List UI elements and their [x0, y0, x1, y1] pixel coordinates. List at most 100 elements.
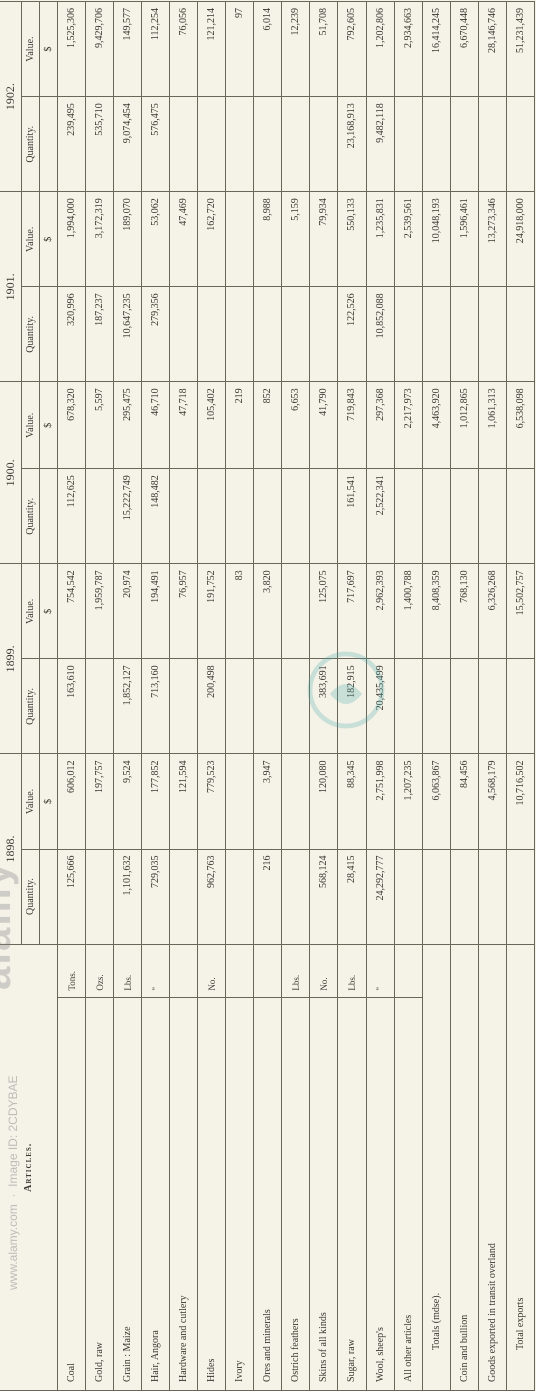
- subtotal-row: Coin and bullion84,456768,1301,012,8651,…: [450, 2, 478, 1391]
- qty-1898: 216: [254, 849, 282, 944]
- val-1900: 6,653: [282, 382, 310, 469]
- qty-1902: 9,074,454: [114, 97, 142, 192]
- unit-label: Lbs.: [338, 944, 366, 997]
- blank: [506, 659, 534, 754]
- val-1902: 792,605: [338, 2, 366, 97]
- qty-1899: 200,498: [198, 659, 226, 754]
- val-header: Value.: [22, 192, 40, 287]
- blank: [478, 659, 506, 754]
- val-1901: 1,994,000: [58, 192, 86, 287]
- qty-1898: [226, 849, 254, 944]
- qty-1898: 24,292,777: [366, 849, 394, 944]
- qty-1901: 279,356: [142, 287, 170, 382]
- qty-1901: 320,996: [58, 287, 86, 382]
- table-row: Ores and minerals2163,9473,8208528,9886,…: [254, 2, 282, 1391]
- year-1902: 1902.: [0, 2, 22, 192]
- qty-1900: [226, 469, 254, 564]
- qty-1901: 10,852,088: [366, 287, 394, 382]
- table-row: Ivory 83 219 97: [226, 2, 254, 1391]
- val-1901: [226, 192, 254, 287]
- val-1899: 125,075: [310, 564, 338, 659]
- val-1899: 20,974: [114, 564, 142, 659]
- currency: $: [40, 754, 58, 849]
- qty-1898: 729,035: [142, 849, 170, 944]
- val-1899: 76,957: [170, 564, 198, 659]
- table-row: Hair, Angora"729,035177,852713,160194,49…: [142, 2, 170, 1391]
- val-1899: 8,408,359: [422, 564, 450, 659]
- qty-1901: [282, 287, 310, 382]
- qty-1898: [170, 849, 198, 944]
- unit-label: [254, 944, 282, 997]
- article-label: Coal: [58, 997, 86, 1390]
- unit-label: Lbs.: [282, 944, 310, 997]
- watermark-brand: alamy: [0, 861, 20, 990]
- val-1902: 97: [226, 2, 254, 97]
- val-1901: 189,070: [114, 192, 142, 287]
- val-1900: 4,463,920: [422, 382, 450, 469]
- unit-label: [226, 944, 254, 997]
- val-1900: 1,061,313: [478, 382, 506, 469]
- blank: [40, 849, 58, 944]
- qty-1901: [254, 287, 282, 382]
- qty-1902: 535,710: [86, 97, 114, 192]
- blank: [40, 97, 58, 192]
- article-label: Grain : Maize: [114, 997, 142, 1390]
- subtotal-label: Coin and bullion: [450, 944, 478, 1390]
- val-1898: 779,523: [198, 754, 226, 849]
- qty-1898: [394, 849, 422, 944]
- blank: [478, 97, 506, 192]
- val-1899: 194,491: [142, 564, 170, 659]
- val-1900: 105,402: [198, 382, 226, 469]
- val-1900: 297,368: [366, 382, 394, 469]
- val-1898: [282, 754, 310, 849]
- val-1902: 28,146,746: [478, 2, 506, 97]
- qty-1902: [310, 97, 338, 192]
- currency: $: [40, 2, 58, 97]
- subtotal-label: Goods exported in transit overland: [478, 944, 506, 1390]
- val-1901: 13,273,346: [478, 192, 506, 287]
- qty-1898: 125,666: [58, 849, 86, 944]
- qty-1900: [170, 469, 198, 564]
- val-1899: 83: [226, 564, 254, 659]
- qty-header: Quantity.: [22, 469, 40, 564]
- unit-label: [394, 944, 422, 997]
- blank: [478, 469, 506, 564]
- val-1900: 852: [254, 382, 282, 469]
- qty-header: Quantity.: [22, 287, 40, 382]
- val-1899: [282, 564, 310, 659]
- val-1901: 162,720: [198, 192, 226, 287]
- qty-1902: [226, 97, 254, 192]
- unit-label: Lbs.: [114, 944, 142, 997]
- val-1899: 754,542: [58, 564, 86, 659]
- qty-1898: 1,101,632: [114, 849, 142, 944]
- val-1900: 1,012,865: [450, 382, 478, 469]
- currency: $: [40, 192, 58, 287]
- val-1902: 121,214: [198, 2, 226, 97]
- val-1901: 2,539,561: [394, 192, 422, 287]
- val-1899: 717,697: [338, 564, 366, 659]
- qty-1902: [282, 97, 310, 192]
- qty-1901: [170, 287, 198, 382]
- article-label: Ores and minerals: [254, 997, 282, 1390]
- qty-1899: [254, 659, 282, 754]
- unit-label: [170, 944, 198, 997]
- val-1900: 219: [226, 382, 254, 469]
- val-1899: 1,959,787: [86, 564, 114, 659]
- val-1900: 678,320: [58, 382, 86, 469]
- val-1900: 46,710: [142, 382, 170, 469]
- val-1902: 6,670,448: [450, 2, 478, 97]
- qty-1900: 161,541: [338, 469, 366, 564]
- article-label: Wool, sheep's: [366, 997, 394, 1390]
- val-1898: 2,751,998: [366, 754, 394, 849]
- qty-1902: [170, 97, 198, 192]
- blank: [40, 659, 58, 754]
- qty-1899: [170, 659, 198, 754]
- year-1900: 1900.: [0, 382, 22, 564]
- val-1901: 1,235,831: [366, 192, 394, 287]
- blank: [478, 287, 506, 382]
- qty-1900: [310, 469, 338, 564]
- blank: [422, 849, 450, 944]
- article-label: Ivory: [226, 997, 254, 1390]
- val-1902: 12,239: [282, 2, 310, 97]
- qty-1898: 962,763: [198, 849, 226, 944]
